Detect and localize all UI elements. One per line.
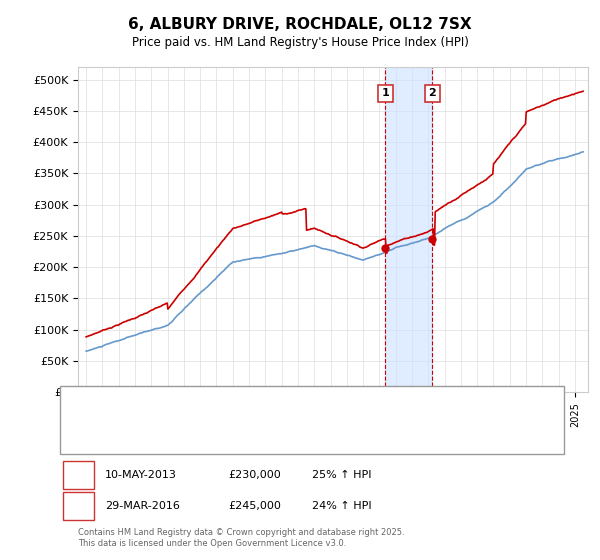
Bar bbox=[385, 67, 433, 392]
Text: Contains HM Land Registry data © Crown copyright and database right 2025.
This d: Contains HM Land Registry data © Crown c… bbox=[78, 528, 404, 548]
Text: 1: 1 bbox=[75, 470, 82, 480]
Text: 25% ↑ HPI: 25% ↑ HPI bbox=[312, 470, 371, 480]
Text: 2: 2 bbox=[428, 88, 436, 98]
Text: 6, ALBURY DRIVE, ROCHDALE, OL12 7SX (detached house): 6, ALBURY DRIVE, ROCHDALE, OL12 7SX (det… bbox=[129, 401, 434, 411]
Text: 24% ↑ HPI: 24% ↑ HPI bbox=[312, 501, 371, 511]
Text: Price paid vs. HM Land Registry's House Price Index (HPI): Price paid vs. HM Land Registry's House … bbox=[131, 36, 469, 49]
Text: £245,000: £245,000 bbox=[228, 501, 281, 511]
Text: 2: 2 bbox=[75, 501, 82, 511]
Text: 29-MAR-2016: 29-MAR-2016 bbox=[105, 501, 180, 511]
Text: 1: 1 bbox=[382, 88, 389, 98]
Text: 6, ALBURY DRIVE, ROCHDALE, OL12 7SX (detached house): 6, ALBURY DRIVE, ROCHDALE, OL12 7SX (det… bbox=[129, 401, 434, 411]
Text: £230,000: £230,000 bbox=[228, 470, 281, 480]
Text: 6, ALBURY DRIVE, ROCHDALE, OL12 7SX: 6, ALBURY DRIVE, ROCHDALE, OL12 7SX bbox=[128, 17, 472, 32]
Text: 10-MAY-2013: 10-MAY-2013 bbox=[105, 470, 177, 480]
Text: HPI: Average price, detached house, Rochdale: HPI: Average price, detached house, Roch… bbox=[129, 426, 370, 436]
Text: HPI: Average price, detached house, Rochdale: HPI: Average price, detached house, Roch… bbox=[129, 426, 370, 436]
